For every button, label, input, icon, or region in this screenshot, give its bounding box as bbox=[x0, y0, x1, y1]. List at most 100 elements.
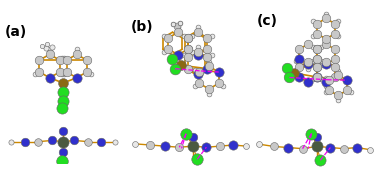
Point bbox=[57, 59, 63, 62]
Point bbox=[175, 26, 181, 29]
Point bbox=[323, 81, 329, 84]
Point bbox=[161, 50, 167, 53]
Point bbox=[190, 145, 196, 148]
Point bbox=[185, 48, 191, 51]
Point bbox=[61, 56, 67, 59]
Point bbox=[204, 48, 210, 51]
Point bbox=[314, 32, 320, 35]
Point bbox=[195, 26, 201, 29]
Point bbox=[71, 139, 77, 142]
Point bbox=[166, 48, 172, 51]
Point bbox=[181, 54, 187, 56]
Point bbox=[37, 70, 43, 73]
Point bbox=[47, 48, 53, 51]
Point bbox=[177, 21, 183, 24]
Point bbox=[314, 58, 320, 61]
Point bbox=[323, 63, 329, 66]
Point bbox=[335, 74, 341, 77]
Point bbox=[314, 58, 320, 61]
Point bbox=[341, 147, 347, 150]
Point bbox=[317, 78, 323, 81]
Point bbox=[317, 60, 323, 63]
Point bbox=[192, 68, 198, 71]
Point bbox=[336, 34, 342, 37]
Point bbox=[177, 21, 183, 24]
Point bbox=[287, 76, 293, 79]
Point bbox=[344, 79, 350, 82]
Point bbox=[57, 70, 63, 73]
Point bbox=[195, 53, 201, 56]
Point bbox=[60, 150, 66, 153]
Point bbox=[285, 146, 291, 149]
Point bbox=[314, 65, 320, 68]
Point bbox=[169, 58, 175, 61]
Point bbox=[47, 53, 53, 56]
Point bbox=[185, 36, 191, 39]
Point bbox=[59, 56, 65, 59]
Point bbox=[323, 42, 329, 45]
Point bbox=[323, 60, 329, 63]
Point bbox=[60, 90, 66, 93]
Point bbox=[44, 43, 50, 45]
Point bbox=[305, 63, 311, 66]
Point bbox=[305, 43, 311, 45]
Point bbox=[327, 146, 333, 149]
Point bbox=[323, 37, 329, 40]
Point bbox=[190, 135, 196, 138]
Point bbox=[43, 47, 49, 49]
Point bbox=[185, 67, 191, 70]
Point bbox=[317, 159, 323, 162]
Point bbox=[344, 89, 350, 92]
Point bbox=[39, 44, 45, 47]
Point bbox=[305, 60, 311, 63]
Point bbox=[317, 63, 323, 66]
Point bbox=[296, 48, 302, 51]
Point bbox=[74, 53, 80, 56]
Point bbox=[296, 58, 302, 61]
Point bbox=[172, 67, 178, 70]
Point bbox=[181, 34, 187, 37]
Point bbox=[204, 36, 210, 39]
Point bbox=[216, 71, 222, 74]
Point bbox=[74, 48, 80, 51]
Point bbox=[98, 140, 104, 143]
Point bbox=[175, 31, 181, 34]
Point bbox=[310, 20, 316, 23]
Point bbox=[332, 76, 338, 79]
Point bbox=[176, 146, 182, 149]
Point bbox=[256, 143, 262, 146]
Point bbox=[310, 60, 316, 63]
Point bbox=[196, 82, 202, 85]
Point bbox=[310, 78, 316, 81]
Point bbox=[183, 132, 189, 135]
Point bbox=[291, 72, 297, 75]
Point bbox=[348, 91, 354, 94]
Point bbox=[314, 136, 320, 139]
Point bbox=[32, 73, 38, 76]
Point bbox=[147, 144, 153, 146]
Text: (c): (c) bbox=[257, 14, 278, 28]
Point bbox=[185, 48, 191, 51]
Point bbox=[335, 69, 341, 72]
Point bbox=[194, 158, 200, 161]
Text: (b): (b) bbox=[131, 20, 153, 34]
Point bbox=[206, 65, 212, 68]
Point bbox=[175, 53, 181, 56]
Point bbox=[323, 43, 329, 45]
Point bbox=[60, 82, 66, 84]
Point bbox=[170, 22, 176, 25]
Point bbox=[63, 59, 69, 62]
Point bbox=[296, 65, 302, 68]
Point bbox=[161, 34, 167, 37]
Point bbox=[185, 36, 191, 39]
Point bbox=[47, 76, 53, 79]
Point bbox=[243, 145, 249, 148]
Point bbox=[317, 46, 323, 49]
Point bbox=[203, 146, 209, 149]
Point bbox=[208, 54, 215, 56]
Point bbox=[336, 20, 342, 23]
Point bbox=[206, 60, 212, 63]
Point bbox=[300, 147, 306, 150]
Point bbox=[208, 34, 215, 37]
Point bbox=[185, 56, 191, 59]
